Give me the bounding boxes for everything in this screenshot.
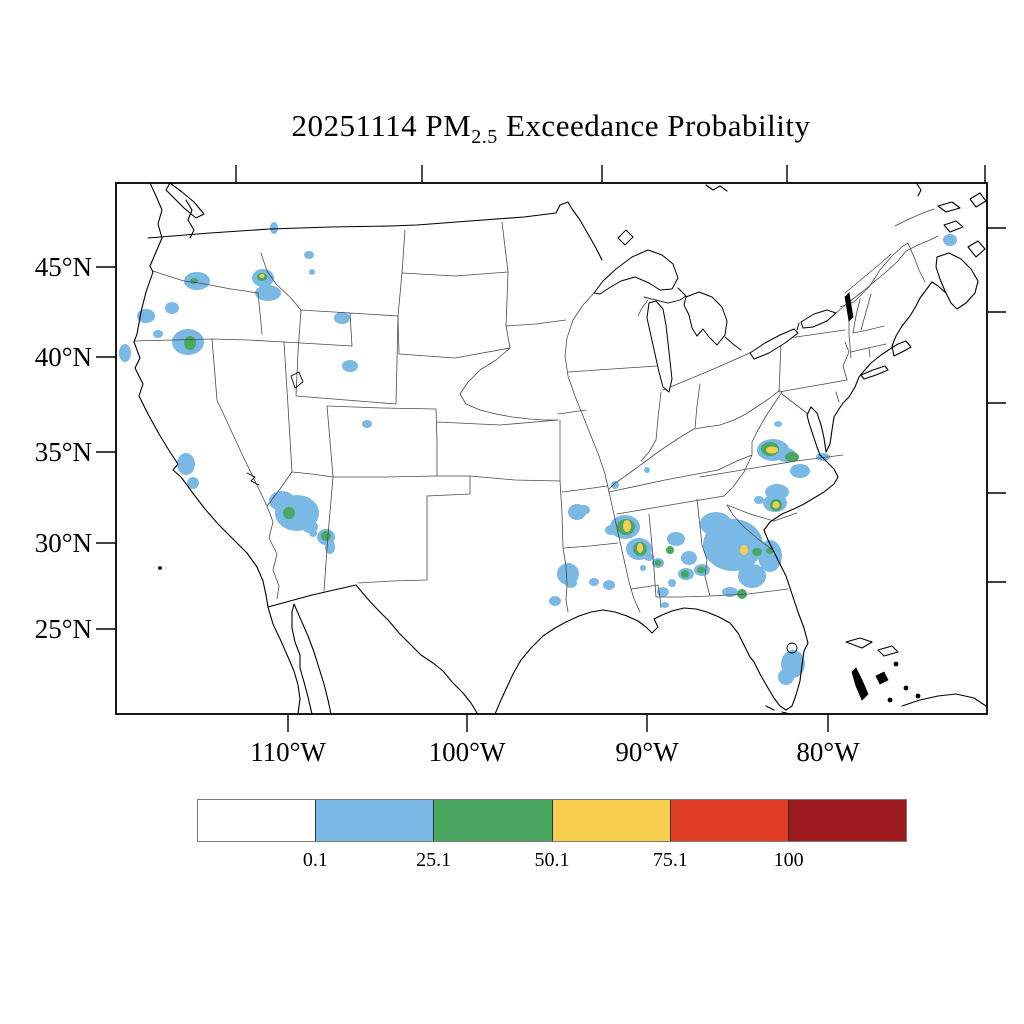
hotspot-p25_50 xyxy=(752,548,762,556)
colorbar-label: 75.1 xyxy=(652,849,688,871)
probability-hotspot-layer xyxy=(119,222,957,685)
colorbar-label: 25.1 xyxy=(416,849,452,871)
hotspot-p0_25 xyxy=(603,580,615,590)
hotspot-p0_25 xyxy=(774,421,782,427)
hotspot-p0_25 xyxy=(640,565,646,571)
hotspot-p0_25 xyxy=(362,420,372,428)
state-boundaries xyxy=(133,208,939,613)
map-layers xyxy=(119,183,987,714)
hotspot-p0_25 xyxy=(661,602,669,608)
hotspot-p0_25 xyxy=(589,578,599,586)
hotspot-p0_25 xyxy=(269,491,295,511)
title-suffix: Exceedance Probability xyxy=(497,108,811,143)
hotspot-p25_50 xyxy=(654,560,662,566)
y-tick-label: 40°N xyxy=(34,342,92,372)
hotspot-p0_25 xyxy=(943,234,957,246)
hotspot-p25_50 xyxy=(184,336,196,350)
great-lakes xyxy=(593,229,854,393)
hotspot-p0_25 xyxy=(342,360,358,372)
hotspot-p0_25 xyxy=(177,453,195,475)
hotspot-p25_50 xyxy=(681,570,689,578)
hotspot-p25_50 xyxy=(283,507,295,519)
hotspot-p0_25 xyxy=(549,596,561,606)
hotspot-p0_25 xyxy=(778,669,794,685)
plot-border xyxy=(115,182,988,715)
hotspot-p0_25 xyxy=(137,309,155,323)
hotspot-p50_75 xyxy=(623,520,631,532)
colorbar-cell-1 xyxy=(316,800,435,841)
colorbar-cell-5 xyxy=(788,800,907,841)
colorbar-label: 100 xyxy=(773,849,804,871)
hotspot-p25_50 xyxy=(785,452,799,462)
hotspot-p0_25 xyxy=(738,564,766,588)
x-tick-label: 80°W xyxy=(796,737,860,767)
y-tick-label: 35°N xyxy=(34,437,92,467)
hotspot-p0_25 xyxy=(611,481,619,489)
hotspot-p50_75 xyxy=(259,274,265,278)
hotspot-p0_25 xyxy=(578,505,590,515)
x-tick-label: 110°W xyxy=(250,737,326,767)
y-tick-label: 45°N xyxy=(34,252,92,282)
hotspot-p0_25 xyxy=(119,344,131,362)
hotspot-p0_25 xyxy=(644,553,654,561)
hotspot-p0_25 xyxy=(657,587,669,597)
hotspot-p25_50 xyxy=(666,546,674,554)
colorbar-cells xyxy=(197,799,907,842)
hotspot-p50_75 xyxy=(766,446,778,454)
hotspot-p0_25 xyxy=(754,496,764,504)
colorbar: 0.1 25.1 50.1 75.1 100 xyxy=(197,799,907,871)
hotspot-p0_25 xyxy=(605,525,617,535)
hotspot-p25_50 xyxy=(697,566,705,574)
caribbean-islands xyxy=(158,566,987,714)
title-prefix: 20251114 PM xyxy=(291,108,472,143)
colorbar-cell-3 xyxy=(552,800,671,841)
coastlines xyxy=(133,183,987,714)
hotspot-p0_25 xyxy=(270,222,278,234)
hotspot-p0_25 xyxy=(765,484,789,500)
hotspot-p0_25 xyxy=(668,579,676,587)
inland-lakes xyxy=(246,371,798,654)
colorbar-cell-4 xyxy=(670,800,789,841)
plot-title: 20251114 PM2.5 Exceedance Probability xyxy=(291,108,810,149)
hotspot-p0_25 xyxy=(255,285,281,301)
hotspot-p0_25 xyxy=(309,529,317,537)
hotspot-p0_25 xyxy=(758,540,782,572)
y-tick-label: 25°N xyxy=(34,614,92,644)
hotspot-p0_25 xyxy=(644,467,650,473)
hotspot-p0_25 xyxy=(187,477,199,489)
hotspot-p0_25 xyxy=(309,269,315,275)
colorbar-cell-0 xyxy=(198,800,317,841)
hotspot-p25_50 xyxy=(321,531,331,541)
title-subscript: 2.5 xyxy=(471,126,498,149)
x-tick-label: 90°W xyxy=(615,737,679,767)
colorbar-cell-2 xyxy=(434,800,553,841)
x-tick-label: 100°W xyxy=(428,737,506,767)
hotspot-p50_75 xyxy=(772,501,780,509)
axis-ticks xyxy=(96,165,1006,732)
hotspot-p0_25 xyxy=(667,532,685,546)
hotspot-p0_25 xyxy=(681,551,697,565)
hotspot-p0_25 xyxy=(700,512,732,536)
hotspot-p0_25 xyxy=(565,578,577,588)
hotspot-p0_25 xyxy=(153,330,163,338)
hotspot-p0_25 xyxy=(165,302,179,314)
colorbar-label: 50.1 xyxy=(534,849,570,871)
y-tick-label: 30°N xyxy=(34,528,92,558)
hotspot-p0_25 xyxy=(790,464,810,478)
hotspot-p0_25 xyxy=(304,251,314,259)
hotspot-p0_25 xyxy=(334,312,350,324)
hotspot-p50_75 xyxy=(637,543,643,553)
colorbar-label: 0.1 xyxy=(302,849,328,871)
hotspot-p50_75 xyxy=(740,545,748,555)
